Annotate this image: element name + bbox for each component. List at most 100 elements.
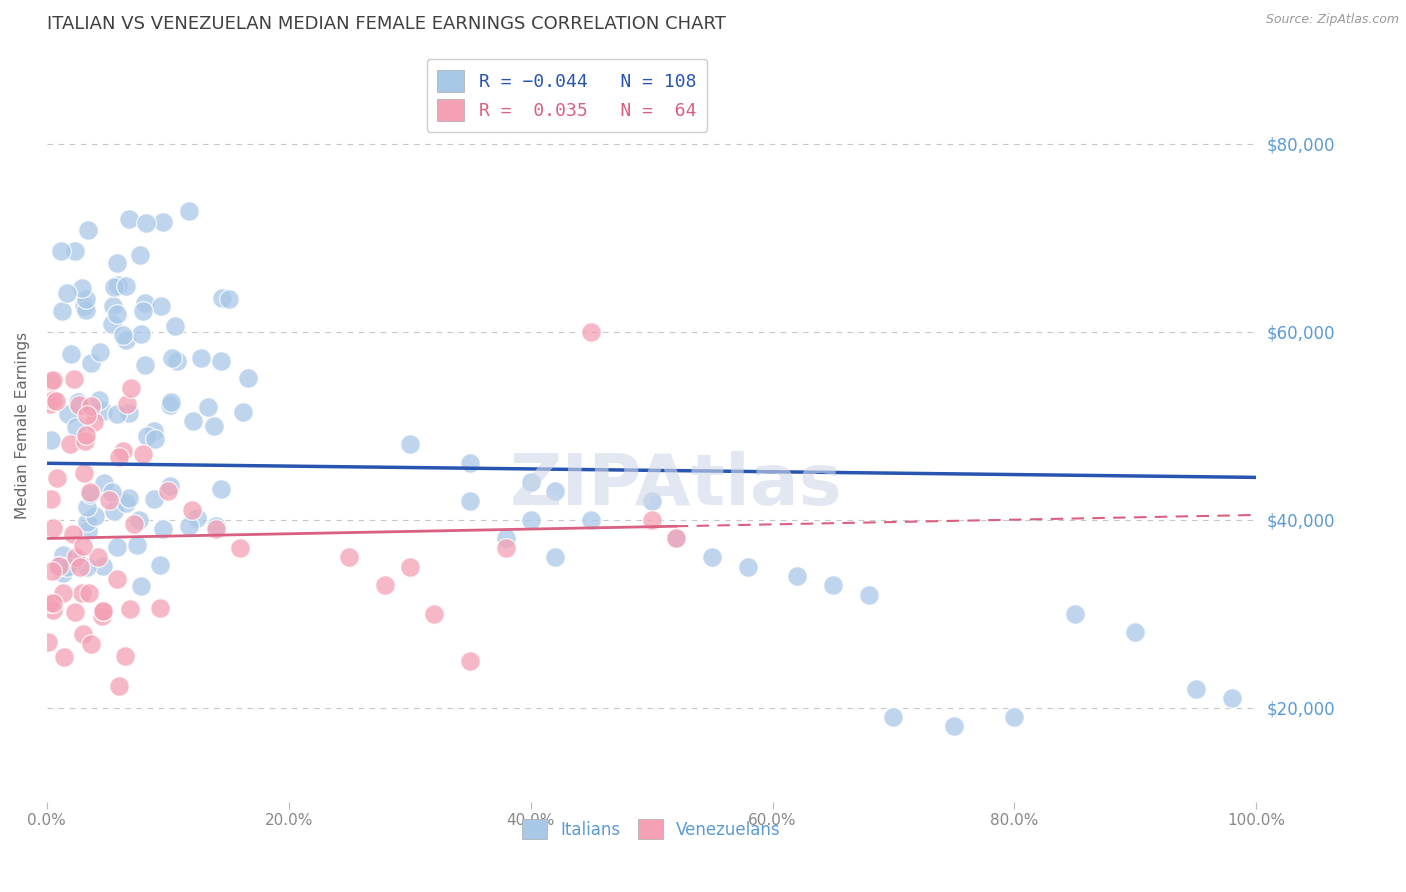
Point [52,548,75,562]
Point [943,719,966,733]
Point [111,327,134,342]
Point [665,532,688,546]
Point [135,216,157,230]
Point [38,397,60,411]
Point [77,223,100,237]
Point [76,408,98,422]
Point [232,405,254,419]
Point [58,407,80,421]
Point [91,603,114,617]
Point [132,303,155,318]
Point [59,436,82,450]
Point [204,519,226,533]
Point [76,515,98,529]
Point [60,347,83,361]
Point [62,372,84,386]
Point [737,559,759,574]
Point [39,491,62,506]
Point [70,585,93,599]
Point [91,404,114,418]
Point [67,398,90,412]
Point [149,558,172,573]
Point [83,415,105,429]
Point [107,277,129,292]
Point [105,540,128,554]
Point [63,605,86,619]
Point [89,344,111,359]
Point [143,424,166,438]
Point [134,358,156,372]
Point [75,302,97,317]
Point [821,578,844,592]
Point [45,394,67,409]
Point [160,351,183,365]
Point [211,354,233,368]
Point [108,679,131,693]
Point [159,398,181,412]
Point [118,406,141,420]
Point [76,559,98,574]
Point [495,541,517,555]
Point [80,399,103,413]
Point [398,559,420,574]
Point [152,215,174,229]
Point [1064,607,1087,621]
Point [495,532,517,546]
Point [107,450,129,465]
Point [211,291,233,305]
Point [640,513,662,527]
Point [39,595,62,609]
Point [134,295,156,310]
Point [49,244,72,259]
Point [39,433,62,447]
Point [46,559,69,574]
Point [1185,681,1208,696]
Point [135,429,157,443]
Point [84,508,107,523]
Point [236,370,259,384]
Point [77,524,100,539]
Point [100,484,122,499]
Point [143,432,166,446]
Point [544,484,567,499]
Legend: Italians, Venezuelans: Italians, Venezuelans [516,813,787,846]
Point [1125,625,1147,640]
Point [152,522,174,536]
Point [544,550,567,565]
Point [458,456,481,470]
Point [132,447,155,461]
Point [229,541,252,555]
Point [786,569,808,583]
Point [579,325,602,339]
Point [120,381,142,395]
Point [163,318,186,333]
Point [105,256,128,270]
Point [374,578,396,592]
Point [37,635,59,649]
Point [93,476,115,491]
Point [179,204,201,219]
Point [115,333,138,347]
Point [77,586,100,600]
Point [75,434,97,448]
Point [129,248,152,262]
Point [118,601,141,615]
Point [129,327,152,342]
Y-axis label: Median Female Earnings: Median Female Earnings [15,332,30,519]
Point [115,495,138,509]
Point [105,307,128,321]
Point [114,648,136,663]
Point [41,392,63,407]
Point [1004,710,1026,724]
Point [579,513,602,527]
Point [53,650,76,665]
Point [65,549,87,564]
Point [73,466,96,480]
Point [86,550,108,565]
Point [56,559,79,574]
Point [111,443,134,458]
Point [98,493,121,508]
Point [76,500,98,514]
Point [118,491,141,506]
Point [156,484,179,499]
